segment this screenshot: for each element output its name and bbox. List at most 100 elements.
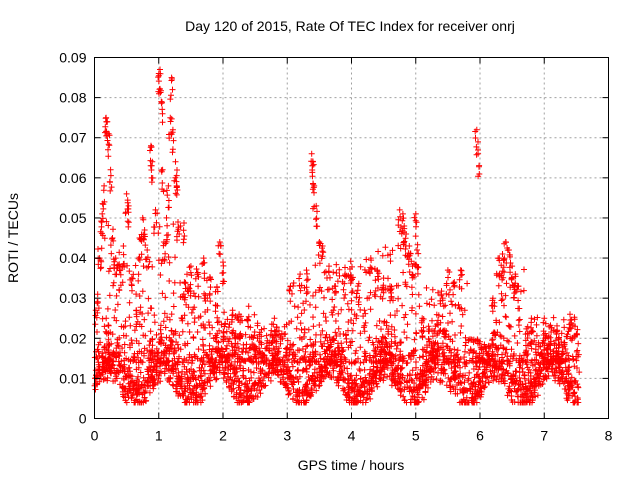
data-point (312, 348, 319, 355)
data-point (385, 328, 392, 335)
data-point (180, 227, 187, 234)
data-point (378, 347, 385, 354)
data-point (147, 144, 154, 151)
data-point (312, 289, 319, 296)
data-point (434, 352, 441, 359)
data-point (126, 364, 133, 371)
data-point (309, 158, 316, 165)
data-point (335, 310, 342, 317)
data-point (327, 339, 334, 346)
data-point (348, 359, 355, 366)
data-point (478, 385, 485, 392)
data-point (373, 378, 380, 385)
data-point (116, 249, 123, 256)
data-point (133, 388, 139, 395)
data-point (101, 343, 108, 350)
data-point (190, 387, 197, 394)
data-point (389, 367, 396, 373)
data-point (331, 304, 338, 310)
data-point (186, 264, 193, 271)
data-point (141, 352, 147, 359)
data-point (567, 311, 573, 318)
data-point (512, 271, 519, 278)
data-point (303, 277, 310, 284)
data-point (470, 339, 477, 346)
data-point (265, 370, 272, 377)
data-point (347, 280, 354, 287)
data-point (105, 268, 112, 275)
data-point (382, 335, 389, 342)
data-point (547, 341, 554, 348)
data-point (415, 291, 422, 298)
data-point (325, 269, 332, 276)
data-point (163, 187, 170, 194)
data-point (296, 389, 303, 396)
data-point (285, 363, 292, 370)
data-point (574, 365, 580, 371)
data-point (449, 338, 456, 345)
data-point (567, 385, 573, 392)
data-point (395, 282, 402, 289)
data-point (153, 345, 160, 352)
data-point (106, 142, 113, 149)
data-point (519, 398, 526, 405)
data-point (158, 100, 165, 107)
data-point (403, 360, 410, 367)
data-point (164, 222, 171, 229)
data-point (574, 381, 581, 388)
data-point (426, 328, 433, 335)
data-point (301, 307, 308, 313)
data-point (168, 311, 175, 318)
data-point (498, 297, 505, 304)
data-point (524, 388, 531, 395)
data-point (189, 390, 196, 396)
data-point (341, 280, 348, 287)
data-point (144, 383, 151, 390)
data-point (441, 359, 447, 366)
data-point (180, 236, 187, 243)
data-point (256, 338, 263, 345)
data-point (326, 263, 332, 270)
data-point (310, 161, 317, 168)
data-point (104, 359, 111, 366)
data-point (118, 323, 125, 330)
data-point (173, 388, 179, 395)
data-point (408, 307, 415, 314)
data-point (477, 357, 484, 364)
data-point (467, 388, 474, 395)
data-point (106, 351, 113, 358)
data-point (245, 399, 252, 406)
data-point (195, 293, 202, 300)
data-point (94, 291, 101, 298)
data-point (503, 314, 510, 321)
data-point (498, 262, 505, 269)
data-point (343, 272, 350, 279)
data-point (304, 289, 311, 295)
data-point (127, 344, 133, 351)
data-point (167, 342, 174, 349)
data-point (200, 347, 207, 354)
data-point (103, 118, 110, 125)
data-point (127, 368, 133, 375)
data-point (507, 269, 514, 276)
data-point (94, 300, 101, 307)
data-point (165, 254, 172, 260)
data-point (500, 366, 507, 373)
data-point (194, 329, 201, 335)
data-point (473, 143, 480, 150)
data-point (95, 261, 102, 268)
x-tick-label: 2 (219, 428, 227, 444)
data-point (223, 328, 230, 335)
data-point (509, 263, 516, 270)
data-point (301, 354, 308, 361)
data-point (243, 383, 250, 390)
data-point (165, 366, 172, 373)
data-point (101, 323, 108, 330)
data-point (185, 304, 192, 311)
data-point (459, 311, 466, 318)
data-point (452, 375, 459, 382)
data-point (217, 251, 224, 258)
data-point (172, 174, 179, 181)
data-point (495, 367, 502, 373)
data-point (495, 345, 502, 352)
